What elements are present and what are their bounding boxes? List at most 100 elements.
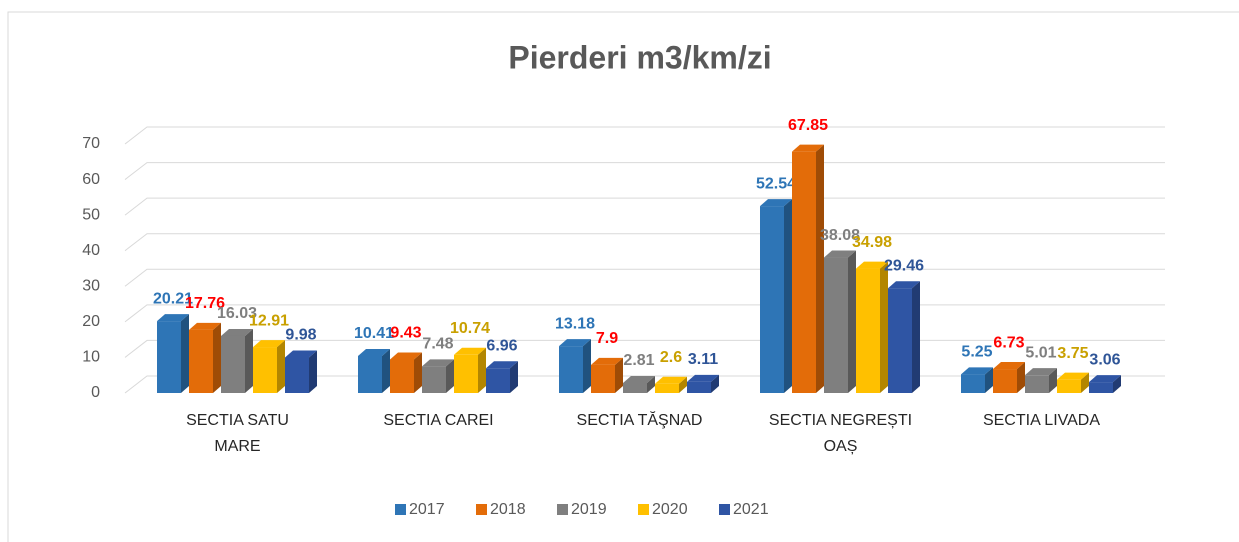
bar-front <box>253 347 277 393</box>
legend-label: 2017 <box>409 501 445 518</box>
bar <box>486 361 518 393</box>
bar-side <box>816 144 824 393</box>
data-label: 12.91 <box>249 312 289 329</box>
bar-top <box>486 361 518 369</box>
bar <box>422 359 454 393</box>
bar-side <box>309 350 317 393</box>
bar-top <box>157 314 189 322</box>
bar <box>824 250 856 393</box>
bar-top <box>454 347 486 355</box>
x-tick-label: SECTIA SATU MARE <box>186 412 289 455</box>
bar <box>1089 375 1121 393</box>
legend-swatch <box>557 504 568 515</box>
bar <box>856 261 888 393</box>
data-label: 7.9 <box>596 330 618 347</box>
bar <box>961 367 993 393</box>
bar-front <box>422 366 446 393</box>
bar-front <box>1025 375 1049 393</box>
bar-side <box>711 374 719 393</box>
bar-front <box>687 381 711 393</box>
bar-front <box>856 268 880 393</box>
grid-line <box>124 197 1165 216</box>
bar-side <box>213 322 221 393</box>
bar-side <box>880 261 888 393</box>
bar-top <box>253 340 285 348</box>
bar-top <box>390 352 422 360</box>
data-label: 10.74 <box>450 320 490 337</box>
bar-side <box>245 328 253 393</box>
bar-side <box>615 357 623 393</box>
bar-front <box>1089 382 1113 393</box>
bar-front <box>189 329 213 393</box>
y-tick-label: 40 <box>82 242 100 259</box>
bar <box>221 328 253 393</box>
x-tick-label: SECTIA NEGREȘTI OAȘ <box>768 412 913 455</box>
bar-front <box>285 357 309 393</box>
bar-top <box>559 339 591 347</box>
bar-top <box>623 376 655 384</box>
bar-front <box>993 369 1017 393</box>
bar-front <box>486 368 510 393</box>
data-label: 3.75 <box>1057 345 1088 362</box>
data-label: 67.85 <box>788 117 828 134</box>
data-label: 7.48 <box>422 336 453 353</box>
bar <box>623 376 655 393</box>
x-tick-label: SECTIA TĂŞNAD <box>576 412 703 429</box>
bar-top <box>888 281 920 289</box>
bar-front <box>157 321 181 393</box>
bar-side <box>446 359 454 393</box>
bar-front <box>792 151 816 393</box>
bar <box>888 281 920 393</box>
bar-front <box>390 359 414 393</box>
bar-front <box>591 364 615 393</box>
y-tick-label: 30 <box>82 278 100 295</box>
legend-swatch <box>395 504 406 515</box>
bar-front <box>559 346 583 393</box>
bar-side <box>1017 362 1025 393</box>
data-label: 3.06 <box>1089 351 1120 368</box>
bar <box>189 322 221 393</box>
bar <box>1025 368 1057 393</box>
y-tick-label: 10 <box>82 349 100 366</box>
grid-line <box>124 268 1165 287</box>
data-label: 34.98 <box>852 234 892 251</box>
bar <box>687 374 719 393</box>
data-label: 20.21 <box>153 290 193 307</box>
data-label: 13.18 <box>555 315 595 332</box>
data-label: 5.01 <box>1025 344 1056 361</box>
bar-top <box>422 359 454 367</box>
x-tick-label: SECTIA LIVADA <box>982 412 1101 429</box>
data-label: 2.6 <box>660 349 682 366</box>
bar-top <box>285 350 317 358</box>
bar-side <box>1113 375 1121 393</box>
bar-top <box>591 357 623 365</box>
data-label: 29.46 <box>884 257 924 274</box>
legend: 2017 2018 2019 2020 2021 <box>395 501 769 518</box>
data-label: 38.08 <box>820 227 860 244</box>
data-label: 17.76 <box>185 295 225 312</box>
bar <box>591 357 623 393</box>
bar-side <box>277 340 285 393</box>
bar-front <box>655 383 679 393</box>
bar-side <box>510 361 518 393</box>
data-label: 9.43 <box>390 325 421 342</box>
bar-top <box>792 144 824 152</box>
bar-front <box>623 383 647 393</box>
data-label: 16.03 <box>217 305 257 322</box>
bar <box>1057 372 1089 393</box>
bar <box>993 362 1025 393</box>
data-label: 6.96 <box>486 337 517 354</box>
bar-side <box>1081 372 1089 393</box>
bar <box>253 340 285 393</box>
bar-front <box>888 288 912 393</box>
bar <box>454 347 486 393</box>
bar-top <box>221 328 253 336</box>
data-label: 10.41 <box>354 325 394 342</box>
bar-front <box>1057 379 1081 393</box>
y-tick-label: 50 <box>82 206 100 223</box>
bar-front <box>358 355 382 393</box>
grid-line <box>124 233 1165 252</box>
bar-top <box>856 261 888 269</box>
